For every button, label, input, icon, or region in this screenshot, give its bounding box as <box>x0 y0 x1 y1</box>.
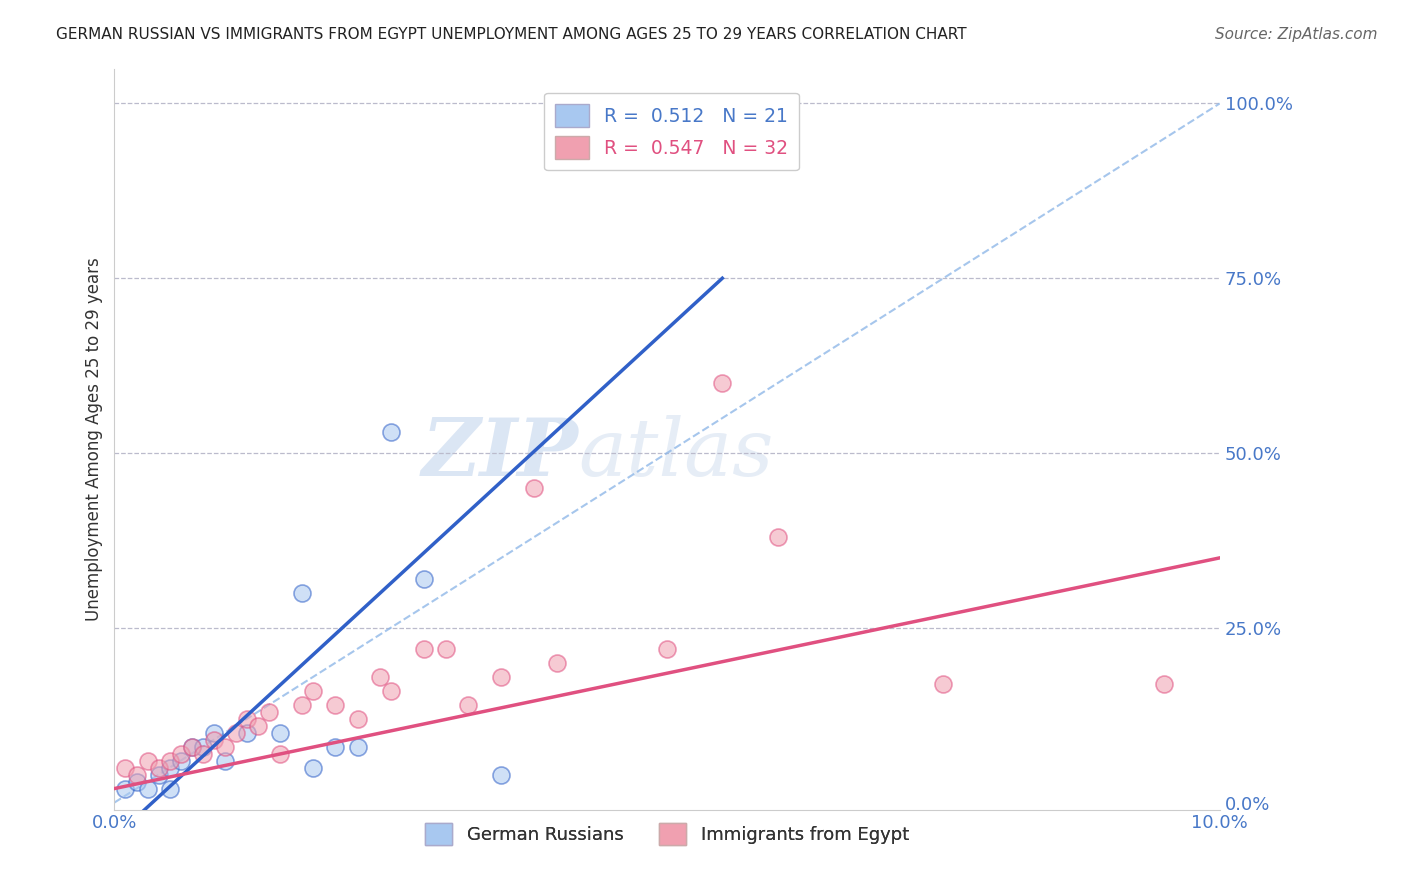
Point <box>491 767 513 781</box>
Point <box>148 761 170 775</box>
Point <box>159 781 181 796</box>
Point <box>523 481 546 495</box>
Point <box>380 683 402 698</box>
Point <box>269 747 291 761</box>
Point <box>302 761 325 775</box>
Point <box>236 725 259 739</box>
Point <box>412 572 434 586</box>
Text: GERMAN RUSSIAN VS IMMIGRANTS FROM EGYPT UNEMPLOYMENT AMONG AGES 25 TO 29 YEARS C: GERMAN RUSSIAN VS IMMIGRANTS FROM EGYPT … <box>56 27 967 42</box>
Point <box>191 739 214 754</box>
Point <box>114 781 136 796</box>
Text: Source: ZipAtlas.com: Source: ZipAtlas.com <box>1215 27 1378 42</box>
Point <box>578 111 600 125</box>
Point <box>711 376 734 390</box>
Y-axis label: Unemployment Among Ages 25 to 29 years: Unemployment Among Ages 25 to 29 years <box>86 257 103 621</box>
Point <box>346 739 368 754</box>
Legend: German Russians, Immigrants from Egypt: German Russians, Immigrants from Egypt <box>418 816 917 853</box>
Point <box>291 698 314 712</box>
Point <box>225 725 247 739</box>
Point <box>148 767 170 781</box>
Point <box>491 670 513 684</box>
Text: ZIP: ZIP <box>422 415 579 492</box>
Point <box>202 725 225 739</box>
Point <box>180 739 202 754</box>
Point <box>247 719 270 733</box>
Point <box>380 425 402 439</box>
Point <box>125 774 148 789</box>
Point <box>136 781 159 796</box>
Point <box>269 725 291 739</box>
Point <box>170 747 193 761</box>
Point <box>214 754 236 768</box>
Point <box>159 761 181 775</box>
Point <box>932 676 955 690</box>
Point <box>191 747 214 761</box>
Point <box>368 670 391 684</box>
Point <box>257 705 280 719</box>
Point <box>457 698 479 712</box>
Point <box>302 683 325 698</box>
Point <box>136 754 159 768</box>
Text: atlas: atlas <box>579 415 775 492</box>
Point <box>170 754 193 768</box>
Point <box>114 761 136 775</box>
Point <box>125 767 148 781</box>
Point <box>180 739 202 754</box>
Point <box>434 641 457 656</box>
Point <box>346 712 368 726</box>
Point <box>1153 676 1175 690</box>
Point <box>202 732 225 747</box>
Point <box>766 530 789 544</box>
Point <box>412 641 434 656</box>
Point <box>325 698 347 712</box>
Point <box>325 739 347 754</box>
Point <box>655 641 678 656</box>
Point <box>236 712 259 726</box>
Point <box>546 656 568 670</box>
Point <box>214 739 236 754</box>
Point <box>291 586 314 600</box>
Point <box>159 754 181 768</box>
